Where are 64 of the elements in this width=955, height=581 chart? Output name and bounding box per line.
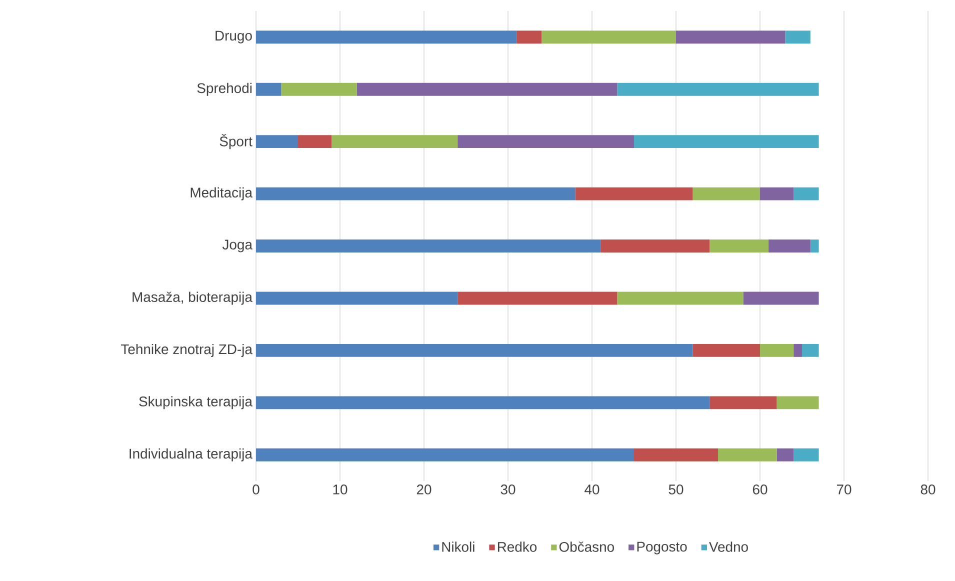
bar xyxy=(802,344,819,357)
bar xyxy=(692,187,760,200)
y-tick-label: Individualna terapija xyxy=(130,448,252,462)
legend-label: Občasno xyxy=(559,542,614,552)
bar xyxy=(760,344,794,357)
bar xyxy=(794,448,819,462)
x-tick-label: 30 xyxy=(500,484,516,494)
bar xyxy=(718,448,777,462)
x-tick-label: 10 xyxy=(333,484,348,494)
bar xyxy=(794,344,802,357)
bar xyxy=(298,135,332,148)
bar xyxy=(617,292,744,305)
y-tick-label: Tehnike znotraj ZD-ja xyxy=(121,344,252,357)
bar xyxy=(776,448,794,462)
bar xyxy=(575,187,693,200)
x-tick-label: 80 xyxy=(920,484,936,494)
x-tick-label: 70 xyxy=(836,484,852,494)
x-tick-label: 20 xyxy=(416,484,432,494)
x-tick-label: 60 xyxy=(752,484,768,494)
bar xyxy=(634,135,819,148)
y-tick-label: Masaža, bioterapija xyxy=(132,292,252,305)
bar xyxy=(776,396,819,410)
bar xyxy=(256,82,282,96)
bar xyxy=(256,292,458,305)
bar xyxy=(458,292,618,305)
legend-label: Nikoli xyxy=(442,542,474,552)
bar xyxy=(743,292,819,305)
bar xyxy=(458,135,634,148)
y-tick-label: Sprehodi xyxy=(197,82,252,96)
bar xyxy=(710,240,768,252)
bar xyxy=(760,187,794,200)
bar xyxy=(256,396,710,410)
x-tick-label: 0 xyxy=(252,484,260,494)
y-tick-label: Drugo xyxy=(216,30,252,44)
y-tick-label: Šport xyxy=(220,134,252,150)
bar xyxy=(785,30,810,44)
bar xyxy=(256,344,693,357)
y-tick-label: Skupinska terapija xyxy=(139,396,252,410)
bar xyxy=(256,135,298,148)
bar xyxy=(810,240,819,252)
legend-label: Vedno xyxy=(709,542,748,552)
bar xyxy=(256,30,516,44)
bar xyxy=(516,30,542,44)
bar xyxy=(617,82,819,96)
legend-label: Pogosto xyxy=(637,542,687,554)
bar xyxy=(332,135,458,148)
bar xyxy=(710,396,777,410)
bar xyxy=(542,30,676,44)
bar xyxy=(634,448,718,462)
y-tick-label: Meditacija xyxy=(190,187,252,200)
y-tick-label: Joga xyxy=(222,240,252,252)
legend-label: Redko xyxy=(498,542,537,552)
bar xyxy=(692,344,760,357)
x-tick-label: 50 xyxy=(668,484,684,494)
bar xyxy=(281,82,357,96)
x-tick-label: 40 xyxy=(584,484,600,494)
bar xyxy=(676,30,786,44)
bar xyxy=(794,187,819,200)
bar xyxy=(256,448,634,462)
bar xyxy=(256,240,600,252)
bar xyxy=(356,82,618,96)
bar xyxy=(768,240,810,252)
bar xyxy=(256,187,576,200)
bar xyxy=(600,240,710,252)
